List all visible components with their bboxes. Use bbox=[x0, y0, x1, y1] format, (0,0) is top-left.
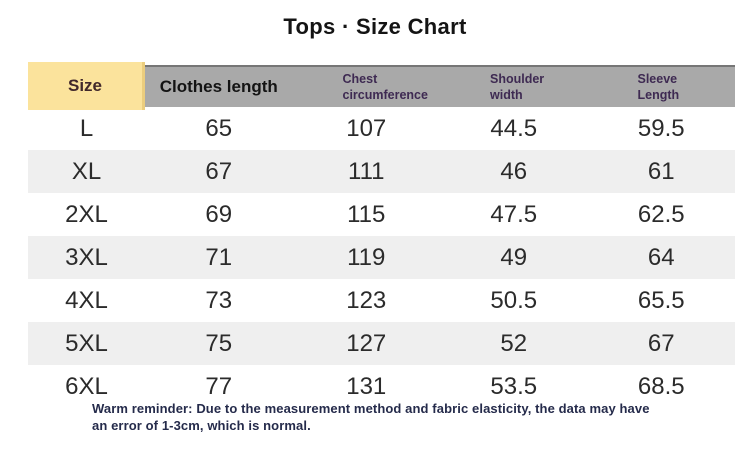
table-row-2xl: 2XL 69 115 47.5 62.5 bbox=[28, 193, 735, 236]
cell-chest: 111 bbox=[348, 157, 385, 185]
cell-chest: 127 bbox=[346, 329, 387, 357]
cell-shoulder: 49 bbox=[500, 243, 528, 271]
page-title: Tops · Size Chart bbox=[283, 14, 467, 39]
cell-sleeve: 65.5 bbox=[637, 286, 685, 314]
cell-clothes-length: 69 bbox=[205, 200, 233, 228]
table-body: L 65 107 44.5 59.5 XL 67 111 46 61 2XL 6… bbox=[28, 107, 735, 408]
warm-reminder: Warm reminder: Due to the measurement me… bbox=[92, 400, 650, 434]
cell-clothes-length: 75 bbox=[205, 329, 233, 357]
cell-chest: 107 bbox=[346, 114, 387, 142]
header-size: Size bbox=[28, 62, 145, 110]
table-row-xl: XL 67 111 46 61 bbox=[28, 150, 735, 193]
table-row-4xl: 4XL 73 123 50.5 65.5 bbox=[28, 279, 735, 322]
cell-shoulder: 46 bbox=[500, 157, 528, 185]
cell-clothes-length: 77 bbox=[205, 372, 233, 400]
header-chest-circumference: Chest circumference bbox=[292, 65, 440, 107]
cell-clothes-length: 67 bbox=[205, 157, 233, 185]
warm-reminder-line-1: Warm reminder: Due to the measurement me… bbox=[92, 401, 650, 416]
header-sleeve-length: Sleeve Length bbox=[587, 65, 735, 107]
cell-clothes-length: 65 bbox=[205, 114, 233, 142]
warm-reminder-line-2: an error of 1-3cm, which is normal. bbox=[92, 418, 311, 433]
cell-sleeve: 59.5 bbox=[637, 114, 685, 142]
cell-size: 6XL bbox=[65, 372, 108, 400]
cell-size: L bbox=[79, 114, 94, 142]
cell-chest: 119 bbox=[347, 243, 386, 271]
table-row-l: L 65 107 44.5 59.5 bbox=[28, 107, 735, 150]
cell-sleeve: 61 bbox=[647, 157, 675, 185]
cell-size: XL bbox=[71, 157, 102, 185]
cell-sleeve: 64 bbox=[647, 243, 675, 271]
cell-chest: 115 bbox=[347, 200, 386, 228]
table-row-3xl: 3XL 71 119 49 64 bbox=[28, 236, 735, 279]
table-row-5xl: 5XL 75 127 52 67 bbox=[28, 322, 735, 365]
cell-size: 2XL bbox=[65, 200, 108, 228]
cell-shoulder: 52 bbox=[500, 329, 528, 357]
cell-sleeve: 67 bbox=[647, 329, 675, 357]
cell-shoulder: 53.5 bbox=[490, 372, 538, 400]
cell-size: 5XL bbox=[65, 329, 108, 357]
header-sleeve-length-label: Sleeve Length bbox=[637, 71, 680, 102]
header-shoulder-width: Shoulder width bbox=[440, 65, 588, 107]
cell-sleeve: 68.5 bbox=[637, 372, 685, 400]
cell-sleeve: 62.5 bbox=[637, 200, 685, 228]
size-table: Size Clothes length Chest circumference … bbox=[28, 62, 735, 408]
header-clothes-length: Clothes length bbox=[145, 65, 293, 107]
header-shoulder-width-label: Shoulder width bbox=[490, 71, 545, 102]
cell-clothes-length: 73 bbox=[205, 286, 233, 314]
table-header-row: Size Clothes length Chest circumference … bbox=[28, 62, 735, 110]
table-row-6xl: 6XL 77 131 53.5 68.5 bbox=[28, 365, 735, 408]
cell-size: 4XL bbox=[65, 286, 108, 314]
cell-shoulder: 50.5 bbox=[490, 286, 538, 314]
cell-chest: 131 bbox=[346, 372, 387, 400]
cell-size: 3XL bbox=[65, 243, 108, 271]
header-clothes-length-label: Clothes length bbox=[159, 77, 278, 96]
cell-clothes-length: 71 bbox=[205, 243, 233, 271]
cell-shoulder: 44.5 bbox=[490, 114, 538, 142]
cell-chest: 123 bbox=[346, 286, 387, 314]
header-size-label: Size bbox=[67, 76, 103, 95]
cell-shoulder: 47.5 bbox=[490, 200, 538, 228]
header-chest-circumference-label: Chest circumference bbox=[342, 71, 428, 102]
